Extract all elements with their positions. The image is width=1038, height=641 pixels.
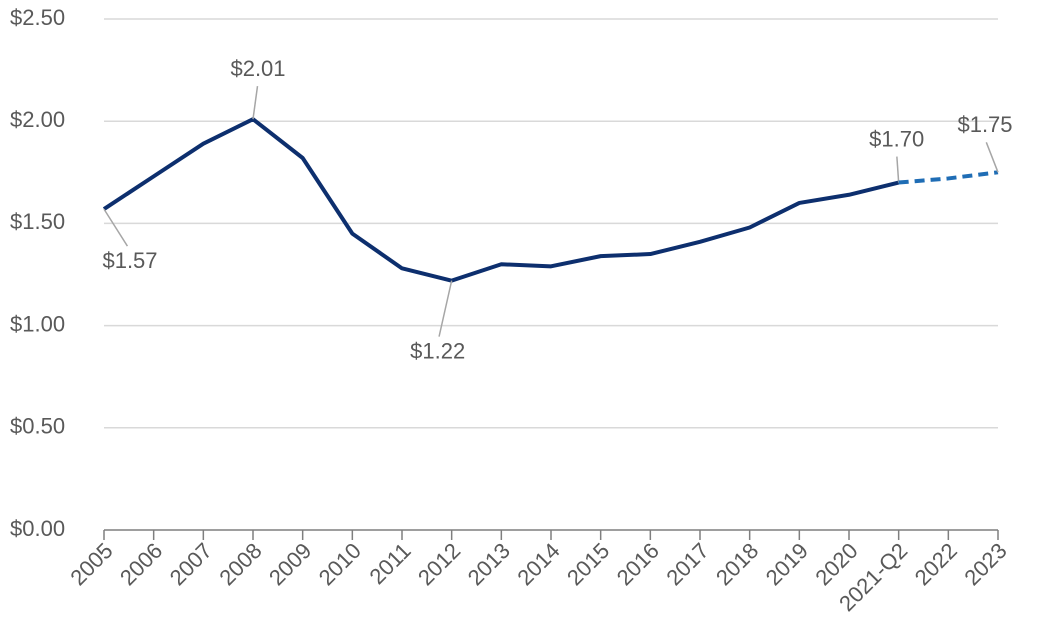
leader-line [985, 142, 999, 173]
x-tick-label: 2012 [413, 538, 465, 590]
data-label: $2.01 [230, 56, 285, 81]
x-tick-label: 2005 [65, 538, 117, 590]
x-tick-label: 2022 [910, 538, 962, 590]
x-tick-label: 2007 [165, 538, 217, 590]
x-tick-label: 2014 [512, 538, 564, 590]
line-series [102, 117, 900, 283]
y-tick-label: $2.00 [10, 107, 65, 132]
y-tick-label: $1.00 [10, 311, 65, 336]
leader-line [896, 156, 900, 183]
data-label: $1.57 [102, 248, 157, 273]
y-tick-label: $1.50 [10, 209, 65, 234]
y-tick-label: $0.50 [10, 414, 65, 439]
x-tick-label: 2010 [314, 538, 366, 590]
x-tick-label: 2013 [463, 538, 515, 590]
x-tick-label: 2011 [365, 538, 416, 589]
data-label: $1.70 [869, 126, 924, 151]
leader-line [438, 280, 453, 337]
data-label: $1.75 [957, 112, 1012, 137]
x-tick-label: 2019 [761, 538, 813, 590]
x-tick-label: 2016 [612, 538, 664, 590]
x-tick-label: 2015 [562, 538, 614, 590]
y-tick-label: $0.00 [10, 516, 65, 541]
x-tick-label: 2009 [264, 538, 316, 590]
x-tick-label: 2023 [959, 538, 1011, 590]
x-tick-label: 2008 [214, 538, 266, 590]
y-tick-label: $2.50 [10, 5, 65, 30]
x-tick-label: 2017 [661, 538, 713, 590]
data-label: $1.22 [410, 338, 465, 363]
leader-line [103, 208, 129, 247]
x-tick-label: 2018 [711, 538, 763, 590]
leader-line [252, 86, 259, 120]
line-series [898, 170, 999, 185]
x-tick-label: 2006 [115, 538, 167, 590]
